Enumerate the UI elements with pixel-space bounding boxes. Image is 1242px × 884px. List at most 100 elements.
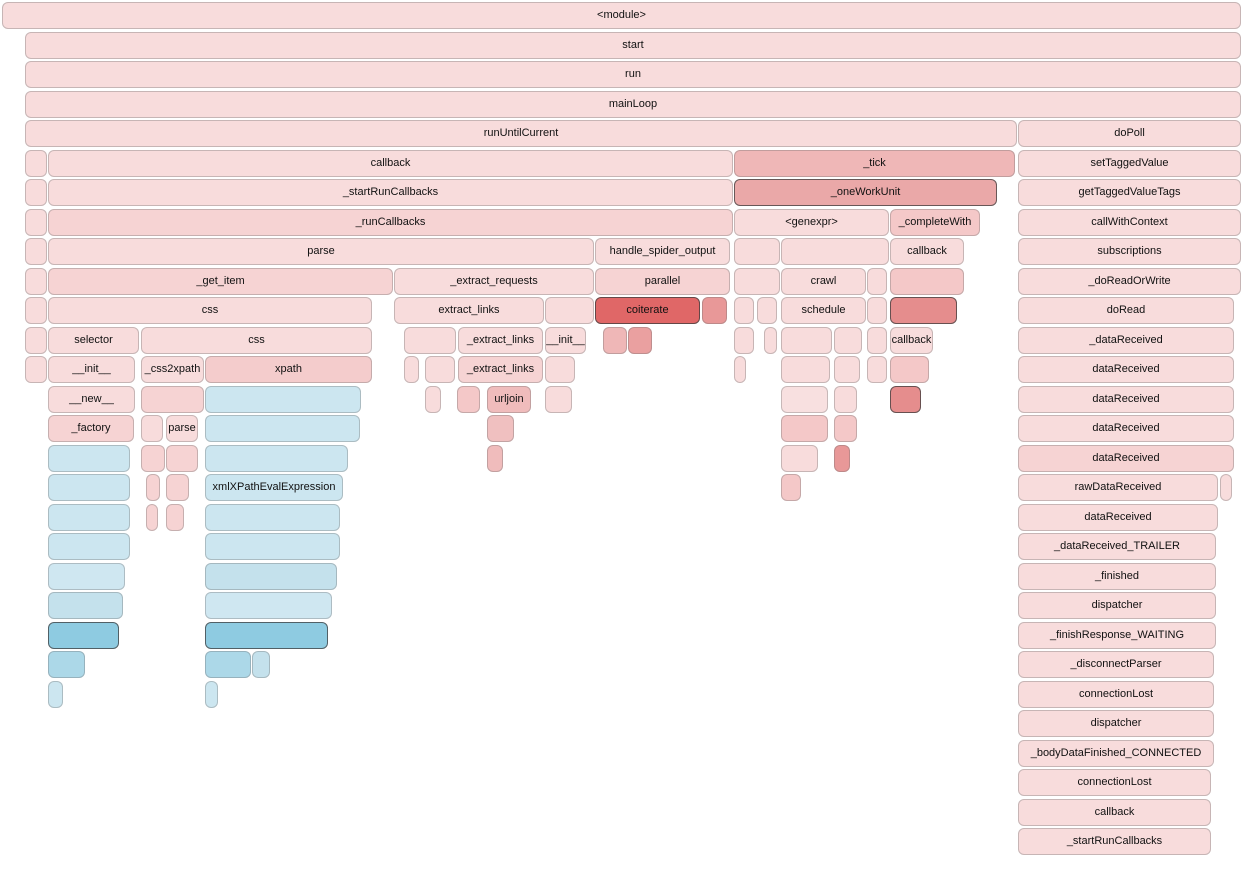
frame-unlabeled[interactable] bbox=[141, 415, 163, 442]
frame-unlabeled[interactable] bbox=[205, 385, 361, 413]
frame-extract-links[interactable]: _extract_links bbox=[458, 326, 543, 354]
frame-doread[interactable]: doRead bbox=[1018, 297, 1234, 324]
frame-unlabeled[interactable] bbox=[205, 592, 332, 619]
frame-unlabeled[interactable] bbox=[734, 267, 780, 295]
frame-parallel[interactable]: parallel bbox=[595, 267, 730, 295]
frame-unlabeled[interactable] bbox=[781, 444, 818, 472]
frame-gettaggedvaluetags[interactable]: getTaggedValueTags bbox=[1018, 179, 1241, 206]
frame-mainloop[interactable]: mainLoop bbox=[25, 90, 1241, 118]
frame-unlabeled[interactable] bbox=[205, 621, 328, 649]
frame-unlabeled[interactable] bbox=[545, 297, 594, 324]
frame-unlabeled[interactable] bbox=[404, 326, 456, 354]
frame-unlabeled[interactable] bbox=[603, 326, 627, 354]
frame-unlabeled[interactable] bbox=[1220, 474, 1232, 501]
frame-unlabeled[interactable] bbox=[205, 533, 340, 560]
frame-unlabeled[interactable] bbox=[734, 326, 754, 354]
frame-init[interactable]: __init__ bbox=[48, 356, 135, 383]
frame-unlabeled[interactable] bbox=[628, 326, 652, 354]
frame-unlabeled[interactable] bbox=[781, 356, 830, 383]
frame-callback[interactable]: callback bbox=[890, 326, 933, 354]
frame-unlabeled[interactable] bbox=[781, 238, 889, 265]
frame-unlabeled[interactable] bbox=[252, 651, 270, 678]
frame-css2xpath[interactable]: _css2xpath bbox=[141, 356, 204, 383]
frame-module[interactable]: <module> bbox=[2, 2, 1241, 29]
frame-rawdatareceived[interactable]: rawDataReceived bbox=[1018, 474, 1218, 501]
frame-completewith[interactable]: _completeWith bbox=[890, 208, 980, 236]
frame-unlabeled[interactable] bbox=[781, 474, 801, 501]
frame-datareceived-trailer[interactable]: _dataReceived_TRAILER bbox=[1018, 533, 1216, 560]
frame-unlabeled[interactable] bbox=[25, 326, 47, 354]
frame-unlabeled[interactable] bbox=[867, 356, 887, 383]
frame-extract-links[interactable]: _extract_links bbox=[458, 356, 543, 383]
frame-run[interactable]: run bbox=[25, 61, 1241, 88]
frame-finishresponse-waiting[interactable]: _finishResponse_WAITING bbox=[1018, 621, 1216, 649]
frame-urljoin[interactable]: urljoin bbox=[487, 385, 531, 413]
frame-unlabeled[interactable] bbox=[25, 297, 47, 324]
frame-genexpr[interactable]: <genexpr> bbox=[734, 208, 889, 236]
frame-unlabeled[interactable] bbox=[834, 356, 860, 383]
frame-unlabeled[interactable] bbox=[48, 503, 130, 531]
frame-unlabeled[interactable] bbox=[457, 385, 480, 413]
frame-unlabeled[interactable] bbox=[890, 267, 964, 295]
frame-datareceived[interactable]: dataReceived bbox=[1018, 356, 1234, 383]
frame-unlabeled[interactable] bbox=[25, 208, 47, 236]
frame-datareceived[interactable]: dataReceived bbox=[1018, 385, 1234, 413]
frame-dispatcher[interactable]: dispatcher bbox=[1018, 710, 1214, 737]
frame-extract-links[interactable]: extract_links bbox=[394, 297, 544, 324]
frame-unlabeled[interactable] bbox=[141, 385, 204, 413]
frame-tick[interactable]: _tick bbox=[734, 149, 1015, 177]
frame-unlabeled[interactable] bbox=[205, 503, 340, 531]
frame-unlabeled[interactable] bbox=[781, 326, 832, 354]
frame-unlabeled[interactable] bbox=[781, 385, 828, 413]
frame-unlabeled[interactable] bbox=[867, 297, 887, 324]
frame-xmlxpathevalexpression[interactable]: xmlXPathEvalExpression bbox=[205, 474, 343, 501]
frame-unlabeled[interactable] bbox=[404, 356, 419, 383]
frame-extract-requests[interactable]: _extract_requests bbox=[394, 267, 594, 295]
frame-unlabeled[interactable] bbox=[205, 651, 251, 678]
frame-unlabeled[interactable] bbox=[734, 356, 746, 383]
frame-oneworkunit[interactable]: _oneWorkUnit bbox=[734, 179, 997, 206]
frame-unlabeled[interactable] bbox=[734, 297, 754, 324]
frame-rununtilcurrent[interactable]: runUntilCurrent bbox=[25, 120, 1017, 147]
frame-datareceived[interactable]: dataReceived bbox=[1018, 415, 1234, 442]
frame-css[interactable]: css bbox=[48, 297, 372, 324]
frame-unlabeled[interactable] bbox=[205, 415, 360, 442]
frame-disconnectparser[interactable]: _disconnectParser bbox=[1018, 651, 1214, 678]
frame-unlabeled[interactable] bbox=[48, 592, 123, 619]
frame-unlabeled[interactable] bbox=[146, 474, 160, 501]
frame-unlabeled[interactable] bbox=[205, 444, 348, 472]
frame-unlabeled[interactable] bbox=[48, 533, 130, 560]
frame-unlabeled[interactable] bbox=[545, 356, 575, 383]
frame-css[interactable]: css bbox=[141, 326, 372, 354]
frame-unlabeled[interactable] bbox=[545, 385, 572, 413]
frame-unlabeled[interactable] bbox=[425, 385, 441, 413]
frame-finished[interactable]: _finished bbox=[1018, 562, 1216, 590]
frame-settaggedvalue[interactable]: setTaggedValue bbox=[1018, 149, 1241, 177]
frame-unlabeled[interactable] bbox=[146, 503, 158, 531]
frame-datareceived[interactable]: dataReceived bbox=[1018, 503, 1218, 531]
frame-unlabeled[interactable] bbox=[425, 356, 455, 383]
frame-new[interactable]: __new__ bbox=[48, 385, 135, 413]
frame-unlabeled[interactable] bbox=[25, 179, 47, 206]
frame-unlabeled[interactable] bbox=[890, 385, 921, 413]
frame-unlabeled[interactable] bbox=[25, 267, 47, 295]
frame-unlabeled[interactable] bbox=[487, 415, 514, 442]
frame-start[interactable]: start bbox=[25, 31, 1241, 59]
frame-subscriptions[interactable]: subscriptions bbox=[1018, 238, 1241, 265]
frame-callback[interactable]: callback bbox=[48, 149, 733, 177]
frame-doreadorwrite[interactable]: _doReadOrWrite bbox=[1018, 267, 1241, 295]
frame-schedule[interactable]: schedule bbox=[781, 297, 866, 324]
frame-unlabeled[interactable] bbox=[48, 444, 130, 472]
frame-get-item[interactable]: _get_item bbox=[48, 267, 393, 295]
frame-unlabeled[interactable] bbox=[205, 562, 337, 590]
frame-datareceived[interactable]: _dataReceived bbox=[1018, 326, 1234, 354]
frame-dopoll[interactable]: doPoll bbox=[1018, 120, 1241, 147]
frame-parse[interactable]: parse bbox=[48, 238, 594, 265]
frame-crawl[interactable]: crawl bbox=[781, 267, 866, 295]
frame-unlabeled[interactable] bbox=[487, 444, 503, 472]
frame-unlabeled[interactable] bbox=[834, 444, 850, 472]
frame-selector[interactable]: selector bbox=[48, 326, 139, 354]
frame-unlabeled[interactable] bbox=[867, 267, 887, 295]
frame-connectionlost[interactable]: connectionLost bbox=[1018, 680, 1214, 708]
frame-unlabeled[interactable] bbox=[890, 297, 957, 324]
